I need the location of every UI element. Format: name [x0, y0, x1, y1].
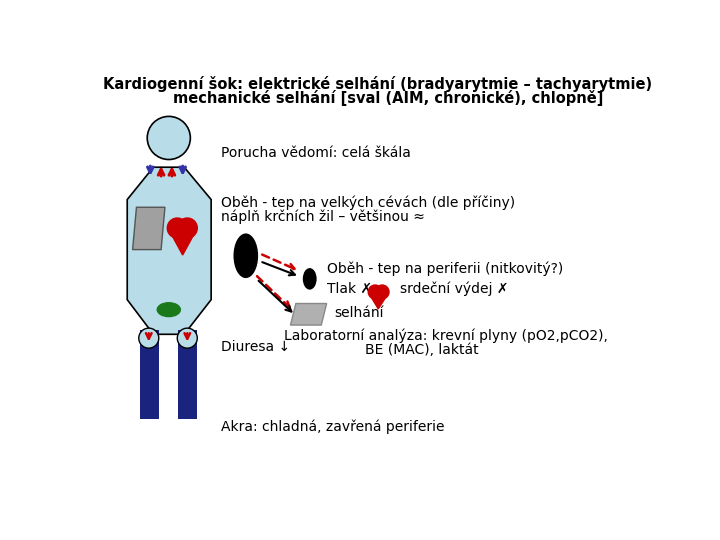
Circle shape: [139, 328, 159, 348]
Bar: [140, 330, 159, 419]
Text: Oběh - tep na periferii (nitkovitý?): Oběh - tep na periferii (nitkovitý?): [327, 261, 563, 275]
Polygon shape: [369, 294, 388, 309]
Ellipse shape: [233, 233, 258, 278]
Text: Akra: chladná, zavřená periferie: Akra: chladná, zavřená periferie: [221, 419, 445, 434]
Circle shape: [177, 328, 197, 348]
Text: Laboratorní analýza: krevní plyny (pO2,pCO2),: Laboratorní analýza: krevní plyny (pO2,p…: [284, 329, 608, 343]
Bar: [178, 330, 197, 419]
Circle shape: [375, 285, 389, 299]
Circle shape: [368, 285, 382, 299]
Circle shape: [177, 218, 197, 238]
Text: Diuresa ↓: Diuresa ↓: [221, 340, 290, 354]
Text: Kardiogenní šok: elektrické selhání (bradyarytmie – tachyarytmie): Kardiogenní šok: elektrické selhání (bra…: [104, 76, 652, 92]
Circle shape: [167, 218, 187, 238]
Text: Porucha vědomí: celá škála: Porucha vědomí: celá škála: [221, 146, 411, 160]
Text: srdeční výdej ✗: srdeční výdej ✗: [400, 282, 508, 296]
Text: mechanické selhání [sval (AIM, chronické), chlopně]: mechanické selhání [sval (AIM, chronické…: [173, 90, 603, 106]
Polygon shape: [168, 230, 197, 255]
Ellipse shape: [157, 303, 180, 316]
Polygon shape: [132, 207, 165, 249]
Text: náplň krčních žil – většinou ≈: náplň krčních žil – většinou ≈: [221, 210, 425, 224]
Circle shape: [148, 117, 190, 159]
Text: Oběh - tep na velkých cévách (dle příčiny): Oběh - tep na velkých cévách (dle příčin…: [221, 195, 516, 210]
Text: selhání: selhání: [334, 306, 384, 320]
Polygon shape: [290, 303, 327, 325]
Polygon shape: [127, 167, 211, 334]
Text: Tlak ✗: Tlak ✗: [327, 282, 372, 296]
Text: BE (MAC), laktát: BE (MAC), laktát: [365, 343, 479, 357]
Ellipse shape: [303, 268, 317, 289]
